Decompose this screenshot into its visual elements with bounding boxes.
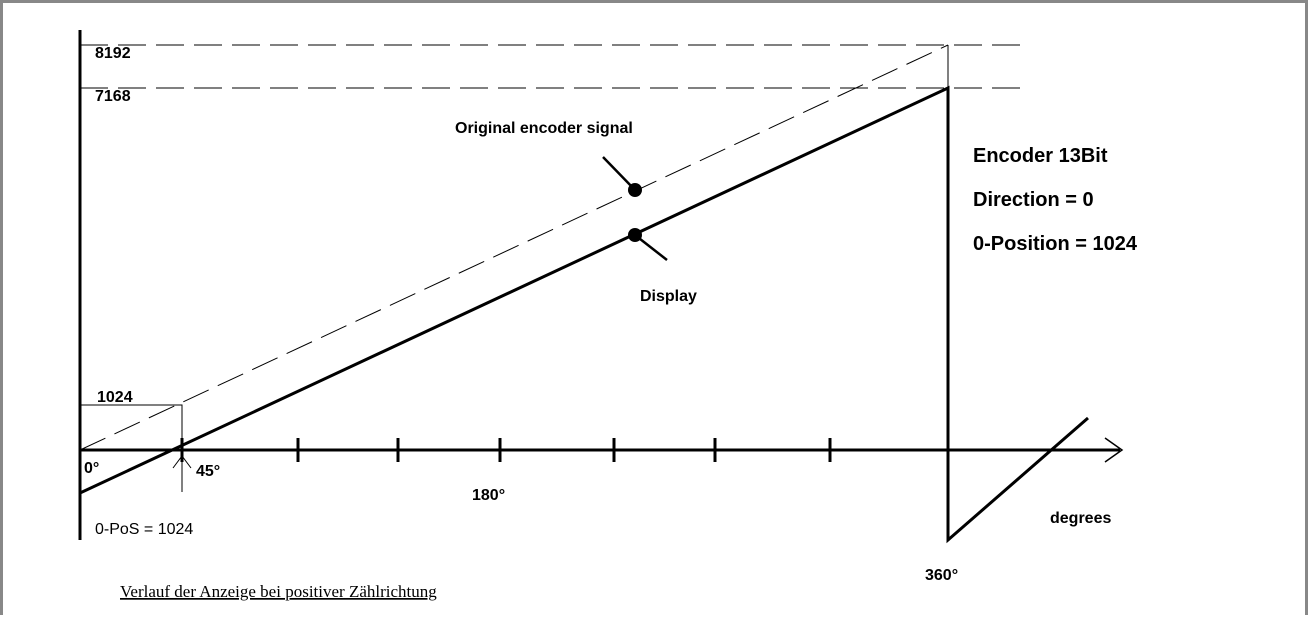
label: 45° (196, 463, 220, 480)
label: 360° (925, 567, 958, 584)
label: 1024 (97, 389, 133, 406)
offset-arrow-head (172, 455, 192, 469)
lines (78, 30, 1124, 544)
label: 0° (84, 460, 99, 477)
note: 0-PoS = 1024 (95, 521, 193, 538)
offset-box (80, 404, 183, 450)
label: Original encoder signal (455, 120, 633, 137)
display-line (79, 85, 1089, 544)
label: 7168 (95, 88, 131, 105)
setting: Encoder 13Bit (973, 145, 1108, 167)
dot (628, 183, 642, 197)
dot (628, 228, 642, 242)
caption: Verlauf der Anzeige bei positiver Zählri… (120, 582, 437, 601)
pointer (602, 156, 636, 191)
label: Display (640, 288, 697, 305)
label: 8192 (95, 45, 131, 62)
setting: Direction = 0 (973, 189, 1094, 211)
x-arrow (1104, 437, 1124, 463)
label: degrees (1050, 510, 1111, 527)
label: 180° (472, 487, 505, 504)
setting: 0-Position = 1024 (973, 233, 1138, 255)
dashed-lines (79, 44, 1020, 451)
